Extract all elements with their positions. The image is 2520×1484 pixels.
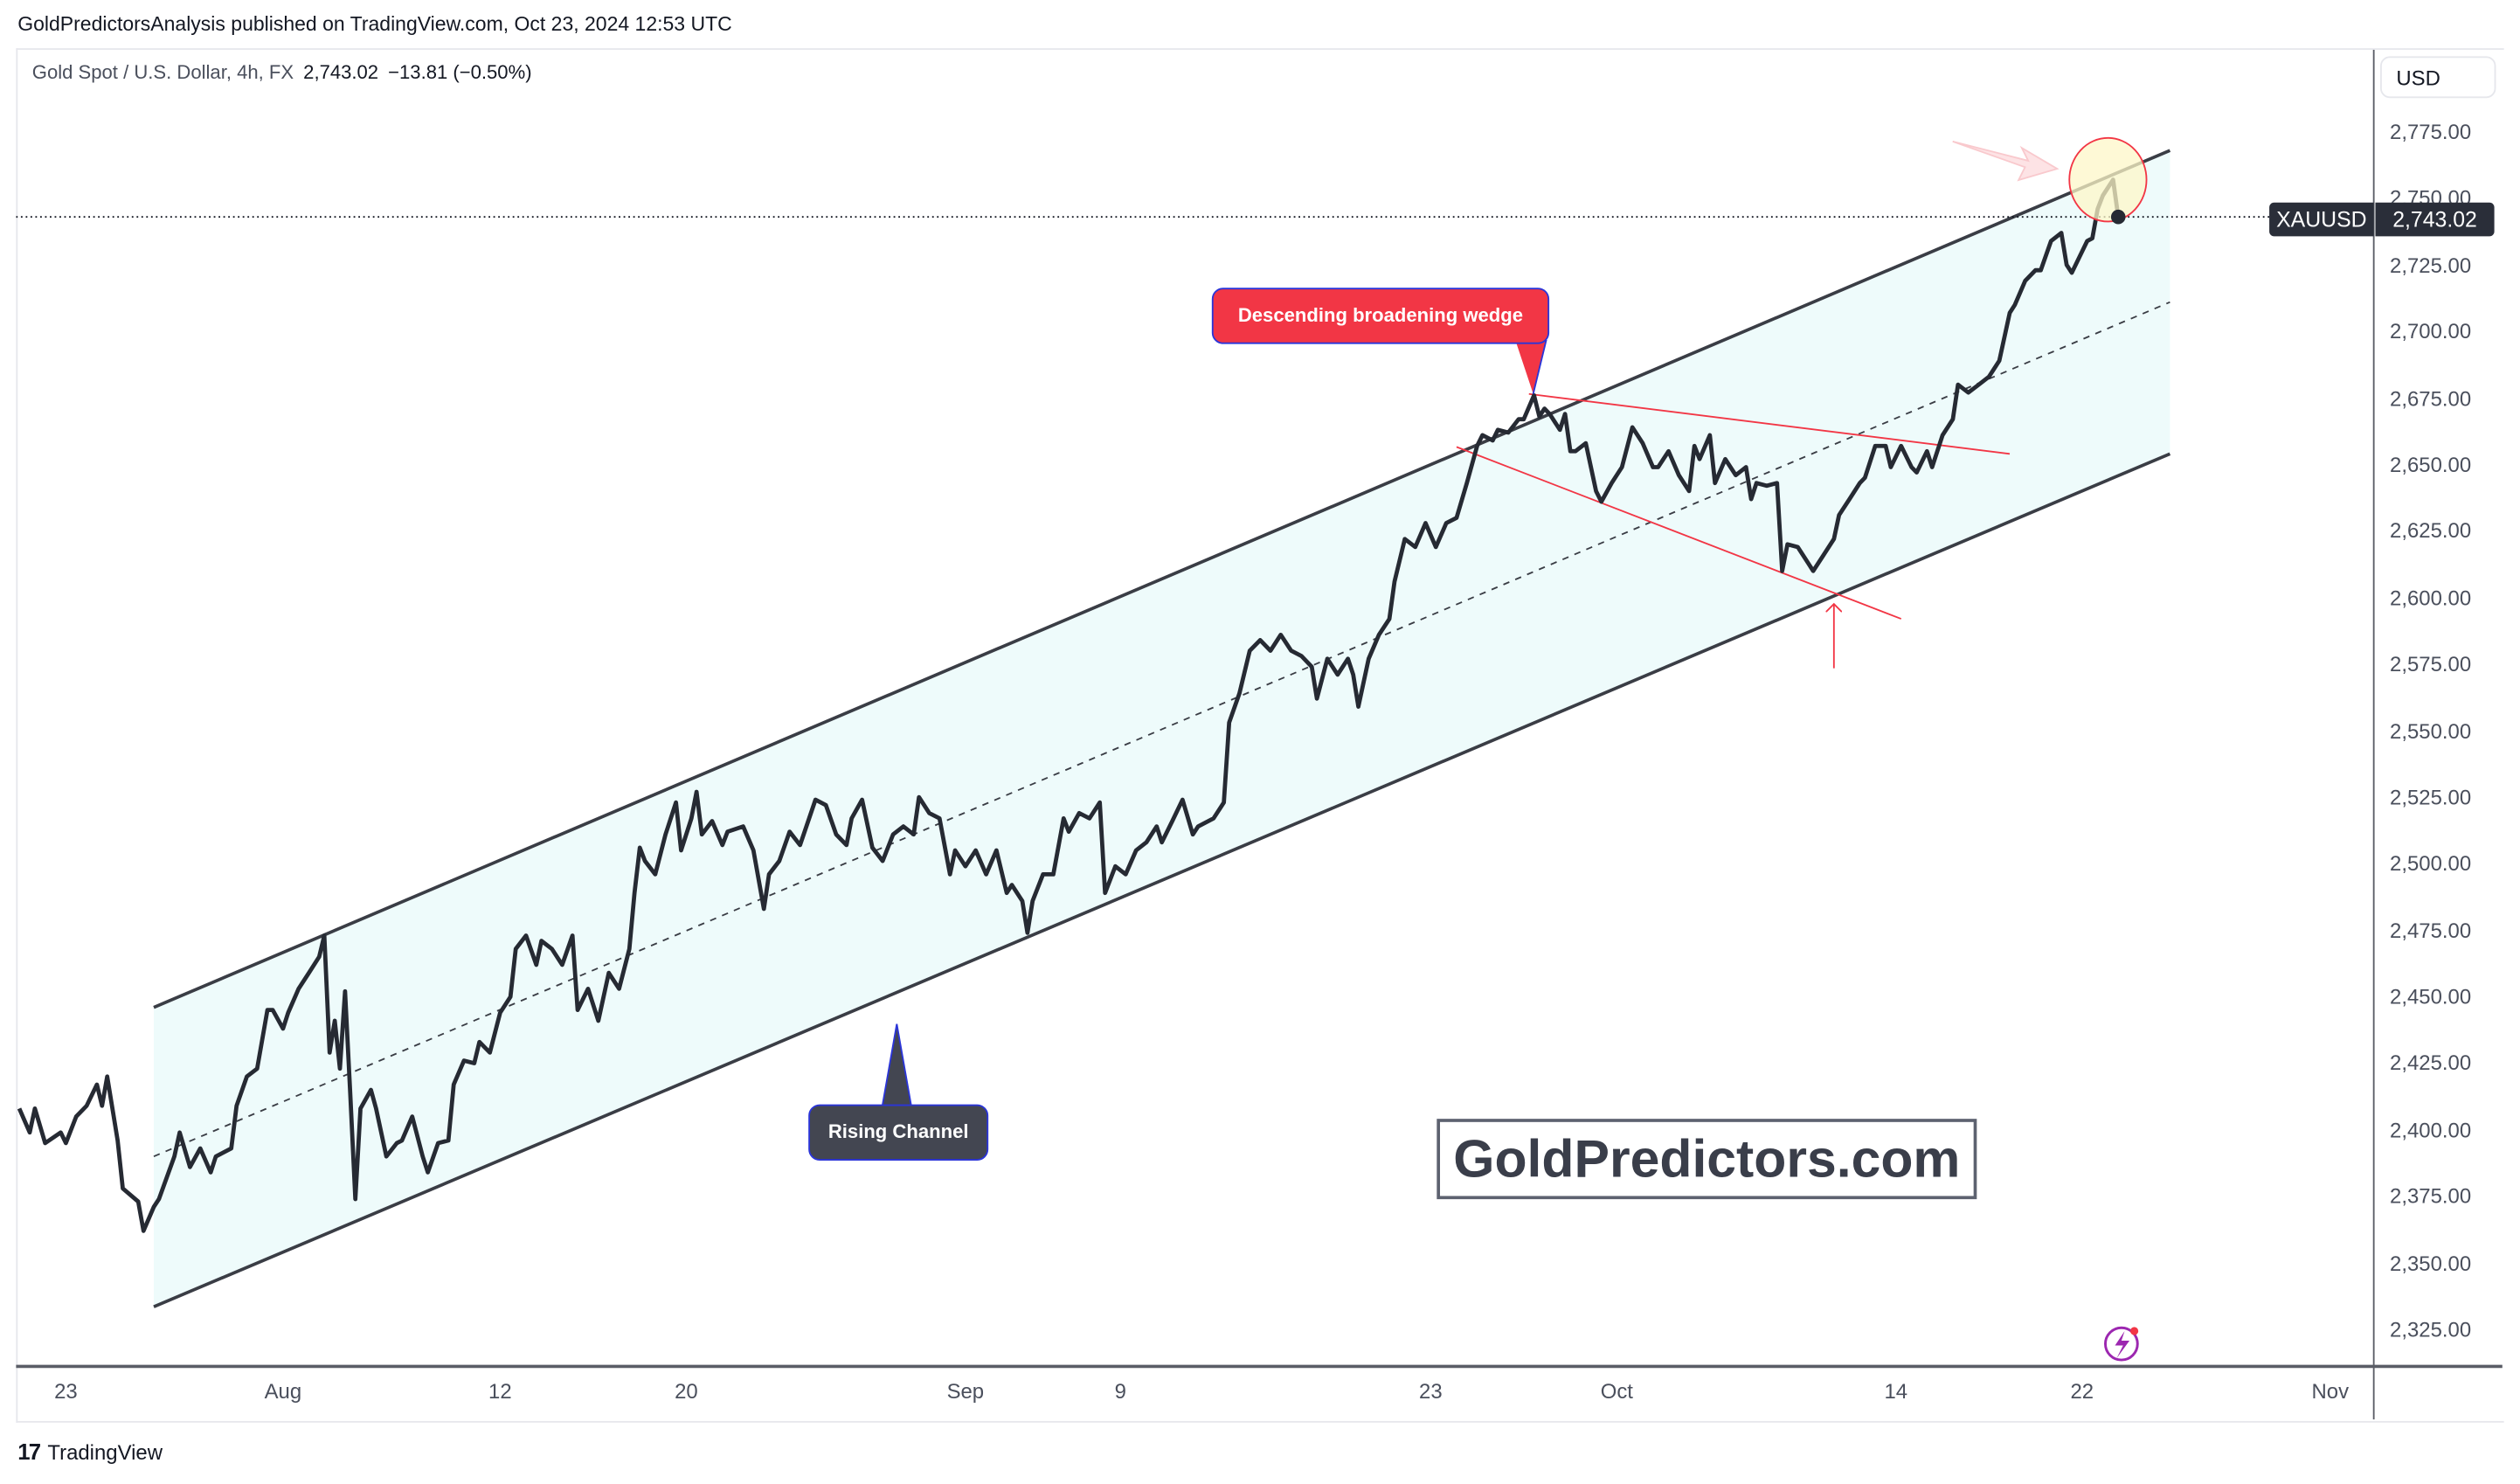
price-tick: 2,650.00 (2390, 452, 2472, 477)
time-tick: 23 (54, 1379, 78, 1404)
tradingview-logo-icon: 17 (17, 1439, 41, 1465)
time-tick: 12 (488, 1379, 512, 1404)
wedge-lower-line[interactable] (1456, 446, 1902, 620)
time-tick: 23 (1419, 1379, 1443, 1404)
channel-callout[interactable]: Rising Channel (808, 1104, 989, 1161)
price-tick: 2,525.00 (2390, 785, 2472, 809)
price-tick: 2,625.00 (2390, 518, 2472, 544)
price-tick: 2,400.00 (2390, 1117, 2472, 1142)
price-tick: 2,325.00 (2390, 1317, 2472, 1342)
price-label-value: 2,743.02 (2375, 202, 2495, 237)
highlight-circle[interactable] (2068, 136, 2148, 223)
price-change: −13.81 (−0.50%) (388, 60, 532, 84)
channel-upper-line[interactable] (153, 149, 2171, 1009)
symbol-legend[interactable]: Gold Spot / U.S. Dollar, 4h, FX 2,743.02−… (32, 61, 532, 84)
price-tick: 2,725.00 (2390, 253, 2472, 277)
time-tick: 20 (675, 1379, 698, 1404)
channel-lower-line[interactable] (153, 452, 2171, 1308)
wedge-callout-pointer (1515, 340, 1547, 394)
price-tick: 2,675.00 (2390, 385, 2472, 411)
watermark-box: GoldPredictors.com (1437, 1119, 1977, 1200)
price-label-symbol: XAUUSD (2269, 202, 2374, 237)
time-tick: Sep (946, 1379, 985, 1404)
symbol-name: Gold Spot / U.S. Dollar, 4h, FX (31, 60, 294, 84)
price-tick: 2,575.00 (2390, 652, 2472, 676)
channel-callout-pointer (881, 1023, 912, 1107)
price-tick: 2,775.00 (2390, 120, 2472, 144)
time-tick: Nov (2311, 1379, 2350, 1404)
lightning-icon[interactable] (2104, 1326, 2139, 1362)
price-tick: 2,375.00 (2390, 1184, 2472, 1209)
last-price-dot (2110, 209, 2126, 225)
price-tick: 2,700.00 (2390, 319, 2472, 343)
brand-name: TradingView (47, 1439, 163, 1464)
time-tick: 22 (2070, 1379, 2094, 1404)
time-tick: 14 (1884, 1379, 1908, 1404)
time-tick: 9 (1114, 1379, 1126, 1404)
time-tick: Oct (1600, 1379, 1633, 1404)
price-tick: 2,550.00 (2390, 718, 2472, 743)
price-tick: 2,600.00 (2390, 585, 2472, 610)
price-tick: 2,450.00 (2390, 984, 2472, 1009)
price-line (17, 177, 2121, 1233)
currency-button[interactable]: USD (2380, 56, 2496, 99)
publisher-line: GoldPredictorsAnalysis published on Trad… (17, 12, 732, 36)
tradingview-brand[interactable]: 17 TradingView (17, 1439, 163, 1464)
channel-middle-line[interactable] (153, 301, 2170, 1158)
wedge-upper-line[interactable] (1528, 392, 2011, 455)
price-tick: 2,475.00 (2390, 918, 2472, 943)
time-tick: Aug (264, 1379, 302, 1404)
chart-frame (16, 48, 2504, 1423)
pink-arrow-icon[interactable] (1952, 140, 2060, 182)
wedge-callout[interactable]: Descending broadening wedge (1211, 288, 1550, 344)
last-price: 2,743.02 (303, 60, 379, 84)
price-tick: 2,350.00 (2390, 1251, 2472, 1275)
price-tick: 2,500.00 (2390, 851, 2472, 876)
price-tick: 2,425.00 (2390, 1051, 2472, 1076)
